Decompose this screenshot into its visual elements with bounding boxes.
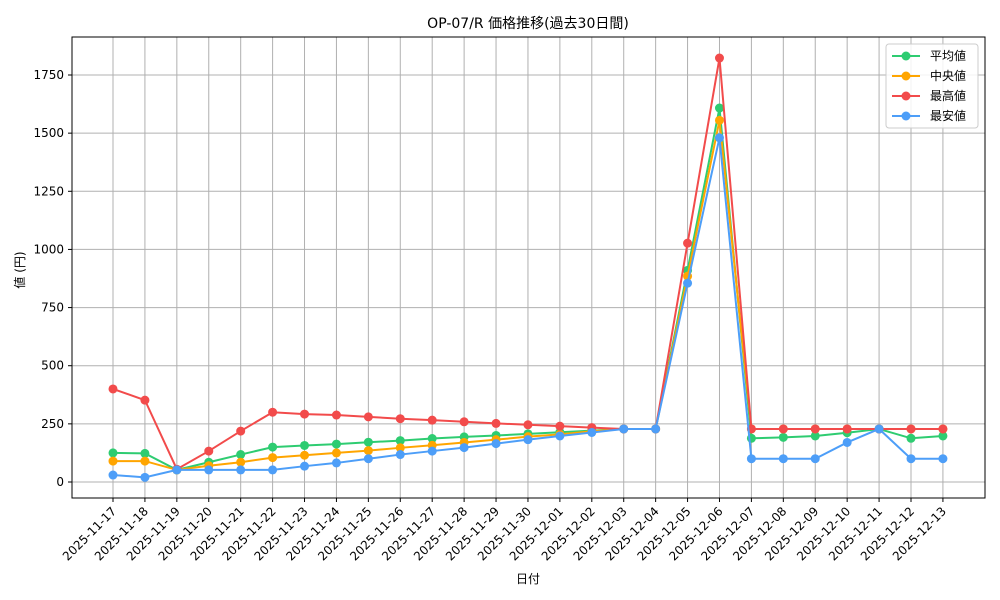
data-point: [395, 414, 405, 424]
data-point: [300, 450, 310, 460]
data-point: [363, 454, 373, 464]
data-point: [714, 103, 724, 113]
data-point: [140, 472, 150, 482]
data-point: [651, 424, 661, 434]
data-point: [363, 412, 373, 422]
data-point: [874, 424, 884, 434]
data-point: [300, 461, 310, 471]
data-point: [459, 443, 469, 453]
data-point: [331, 439, 341, 449]
data-point: [778, 432, 788, 442]
data-point: [236, 465, 246, 475]
data-point: [810, 454, 820, 464]
legend-label: 最安値: [930, 108, 966, 123]
data-point: [268, 407, 278, 417]
data-point: [714, 53, 724, 63]
data-point: [714, 115, 724, 125]
data-point: [331, 458, 341, 468]
data-point: [714, 133, 724, 143]
legend-marker-icon: [901, 51, 911, 61]
data-point: [427, 415, 437, 425]
data-point: [108, 456, 118, 466]
data-point: [331, 410, 341, 420]
y-tick-label: 1250: [33, 184, 64, 198]
y-axis-ticks: 0 250 500 750 1000 1250 1500 1750: [33, 68, 72, 489]
data-point: [906, 454, 916, 464]
y-axis-label: 値 (円): [12, 251, 27, 288]
y-tick-label: 750: [41, 301, 64, 315]
data-point: [906, 433, 916, 443]
data-point: [810, 431, 820, 441]
data-point: [427, 434, 437, 444]
legend-label: 平均値: [930, 48, 966, 63]
legend-marker-icon: [901, 91, 911, 101]
data-point: [906, 424, 916, 434]
y-tick-label: 1000: [33, 242, 64, 256]
data-point: [300, 440, 310, 450]
data-point: [619, 424, 629, 434]
data-point: [587, 427, 597, 437]
data-point: [140, 395, 150, 405]
legend-label: 中央値: [930, 68, 966, 83]
y-tick-label: 500: [41, 359, 64, 373]
x-axis-label: 日付: [516, 572, 540, 586]
data-point: [491, 418, 501, 428]
data-series: [108, 53, 948, 482]
data-point: [938, 454, 948, 464]
data-point: [204, 465, 214, 475]
data-point: [268, 442, 278, 452]
data-point: [236, 426, 246, 436]
data-point: [395, 443, 405, 453]
data-point: [172, 465, 182, 475]
data-point: [363, 446, 373, 456]
data-point: [236, 450, 246, 460]
legend-marker-icon: [901, 111, 911, 121]
y-tick-label: 1750: [33, 68, 64, 82]
data-point: [523, 420, 533, 430]
data-point: [427, 446, 437, 456]
data-point: [300, 409, 310, 419]
data-point: [938, 424, 948, 434]
series-3: [108, 133, 948, 482]
data-point: [938, 431, 948, 441]
data-point: [683, 238, 693, 248]
plot-frame: [71, 36, 986, 499]
data-point: [268, 465, 278, 475]
data-point: [395, 436, 405, 446]
x-axis-ticks: 2025-11-172025-11-182025-11-192025-11-20…: [60, 498, 949, 563]
data-point: [778, 424, 788, 434]
data-point: [555, 421, 565, 431]
legend-marker-icon: [901, 71, 911, 81]
y-tick-label: 250: [41, 417, 64, 431]
data-point: [778, 454, 788, 464]
data-point: [842, 424, 852, 434]
data-point: [746, 454, 756, 464]
data-point: [204, 446, 214, 456]
data-point: [108, 448, 118, 458]
y-tick-label: 1500: [33, 126, 64, 140]
data-point: [140, 456, 150, 466]
data-point: [268, 453, 278, 463]
data-point: [363, 437, 373, 447]
data-point: [683, 278, 693, 288]
data-point: [331, 448, 341, 458]
data-point: [810, 424, 820, 434]
legend-label: 最高値: [930, 88, 966, 103]
data-point: [236, 457, 246, 467]
data-point: [555, 431, 565, 441]
data-point: [459, 417, 469, 427]
data-point: [140, 448, 150, 458]
data-point: [108, 384, 118, 394]
data-point: [395, 450, 405, 460]
chart-title: OP-07/R 価格推移(過去30日間): [427, 16, 629, 32]
data-point: [523, 435, 533, 445]
data-point: [491, 439, 501, 449]
data-point: [842, 437, 852, 447]
y-tick-label: 0: [56, 475, 64, 489]
data-point: [108, 470, 118, 480]
